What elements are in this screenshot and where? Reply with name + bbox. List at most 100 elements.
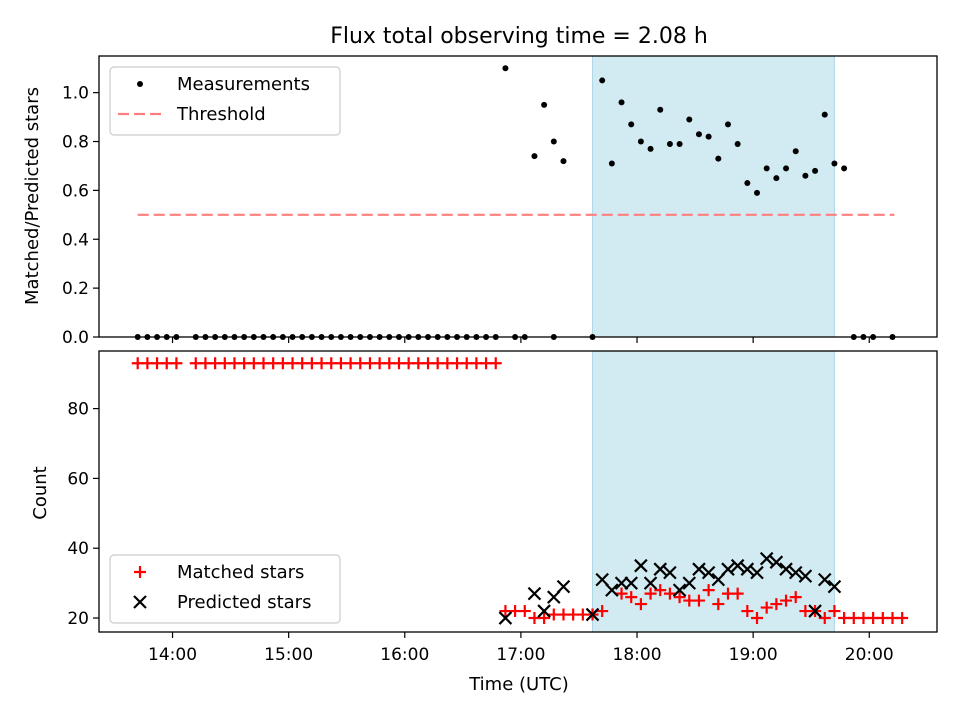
measurement-point	[744, 180, 751, 187]
predicted-stars-marker	[779, 562, 793, 576]
matched-stars-marker	[896, 612, 909, 625]
measurement-point	[773, 175, 780, 182]
predicted-stars-marker	[653, 562, 668, 576]
measurement-point	[637, 138, 644, 145]
legend-dot-icon	[137, 81, 143, 87]
measurement-point	[541, 101, 548, 108]
matched-stars-marker	[789, 591, 802, 604]
chart-title: Flux total observing time = 2.08 h	[330, 24, 708, 49]
matched-stars-marker	[673, 591, 686, 604]
matched-stars-marker	[712, 598, 725, 611]
predicted-stars-marker	[624, 576, 638, 590]
measurement-point	[618, 99, 625, 106]
legend-box	[109, 554, 341, 624]
top-panel: 0.0 0.2 0.4 0.6 0.8 1.0 Measurements Threshold	[62, 55, 938, 348]
matched-stars-marker	[770, 598, 783, 611]
matched-stars-marker	[615, 587, 628, 600]
matched-stars-marker	[634, 598, 647, 611]
matched-stars-marker	[654, 584, 667, 597]
matched-stars-marker	[625, 591, 638, 604]
measurement-point	[734, 140, 741, 147]
predicted-stars-marker	[788, 565, 803, 580]
matched-stars-marker	[663, 587, 676, 600]
x-tick-label: 17:00	[496, 645, 545, 665]
matched-stars-marker	[596, 605, 609, 618]
predicted-stars-marker	[605, 583, 619, 597]
matched-stars-marker	[702, 584, 715, 597]
x-tick-label: 18:00	[613, 645, 662, 665]
measurement-point	[724, 121, 731, 128]
matched-stars-marker	[731, 587, 744, 600]
measurement-point	[686, 116, 693, 123]
predicted-stars-marker	[547, 590, 561, 604]
bottom-panel: 14:00 15:00 16:00 17:00 18:00 19:00 20:00 20 40 6…	[67, 350, 938, 665]
matched-stars-marker	[760, 601, 773, 614]
measurement-point	[783, 165, 790, 172]
top-y-axis-label: Matched/Predicted stars	[22, 87, 43, 305]
y-tick-label: 1.0	[62, 84, 89, 104]
predicted-stars-marker	[663, 565, 677, 580]
predicted-stars-marker	[808, 604, 822, 618]
bottom-y-axis-label: Count	[30, 466, 51, 519]
measurement-point	[715, 155, 722, 162]
matched-stars-marker	[780, 594, 793, 607]
predicted-stars-marker	[537, 604, 551, 618]
predicted-stars-marker	[740, 562, 755, 576]
axes-frame	[98, 55, 938, 338]
measurement-point	[754, 189, 761, 196]
predicted-stars-marker	[769, 555, 784, 569]
measurement-point	[821, 111, 828, 118]
x-tick-label: 20:00	[845, 645, 894, 665]
y-tick-label: 60	[67, 469, 89, 489]
measurement-point	[599, 77, 606, 84]
predicted-stars-marker	[682, 576, 697, 590]
matched-stars-marker	[170, 357, 183, 370]
legend-box	[109, 66, 341, 136]
matched-stars-marker	[741, 605, 754, 618]
measurement-point	[676, 140, 683, 147]
matched-stars-marker	[538, 612, 551, 625]
predicted-stars-marker	[527, 586, 542, 601]
measurement-point	[841, 165, 848, 172]
predicted-stars-marker	[721, 562, 735, 576]
measurement-point	[550, 138, 557, 145]
predicted-stars-marker	[711, 572, 726, 587]
matched-stars-marker	[644, 587, 657, 600]
matched-stars-marker	[828, 605, 841, 618]
matched-stars-marker	[518, 605, 531, 618]
measurement-point	[695, 131, 702, 138]
y-tick-label: 0.6	[62, 181, 89, 201]
y-tick-label: 80	[67, 400, 89, 420]
predicted-stars-marker	[556, 579, 571, 594]
measurement-point	[792, 148, 799, 155]
predicted-stars-marker	[634, 558, 648, 573]
predicted-stars-marker	[730, 558, 745, 573]
y-tick-label: 0.0	[62, 328, 89, 348]
legend-label: Measurements	[177, 74, 310, 95]
matched-stars-marker	[818, 612, 831, 625]
predicted-stars-marker	[701, 565, 716, 580]
legend-x-icon	[133, 595, 147, 609]
measurement-point	[502, 65, 509, 72]
matched-stars-marker	[692, 594, 705, 607]
predicted-stars-marker	[643, 576, 658, 590]
predicted-stars-marker	[759, 551, 774, 566]
legend-label: Threshold	[176, 104, 266, 125]
y-tick-label: 0.8	[62, 133, 89, 153]
shaded-interval	[592, 55, 835, 338]
measurement-point	[763, 165, 770, 172]
x-tick-label: 16:00	[380, 645, 429, 665]
matched-stars-marker	[489, 357, 502, 370]
predicted-stars-marker	[498, 611, 513, 625]
y-tick-label: 0.4	[62, 230, 89, 250]
measurement-point	[831, 160, 838, 167]
predicted-stars-marker	[614, 576, 629, 590]
measurement-point	[657, 106, 664, 113]
predicted-stars-marker	[672, 583, 687, 597]
measurement-point	[705, 133, 712, 140]
predicted-stars-marker	[585, 607, 600, 622]
measurement-point	[802, 172, 809, 179]
measurement-point	[531, 153, 538, 160]
measurement-point	[812, 167, 819, 174]
